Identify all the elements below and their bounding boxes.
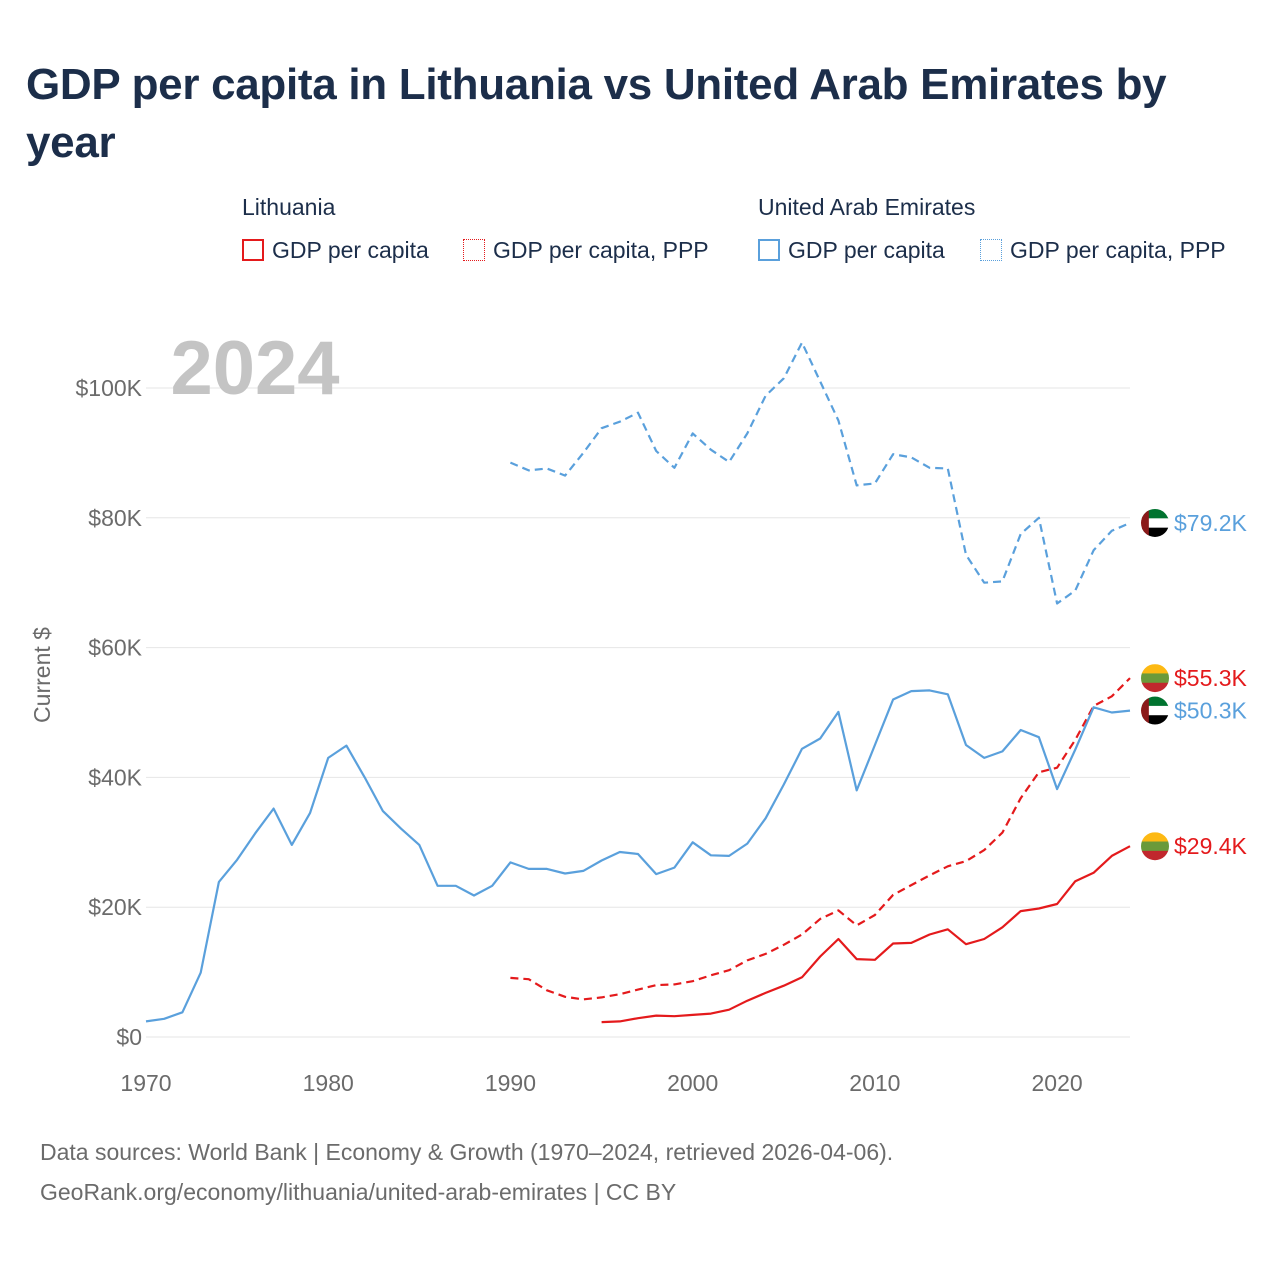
series-end-label: $79.2K — [1174, 510, 1248, 536]
legend-group-lithuania: Lithuania — [242, 194, 336, 220]
series-line — [510, 677, 1131, 1001]
uae-flag-icon — [1141, 508, 1169, 537]
axes: $0 $20K $40K $60K $80K $100K 1970 1980 1990 2000 2… — [75, 375, 1082, 1096]
x-tick-label: 2000 — [667, 1070, 718, 1096]
series-end-label: $50.3K — [1174, 698, 1248, 724]
x-tick-label: 2010 — [849, 1070, 900, 1096]
footer-source: Data sources: World Bank | Economy & Gro… — [40, 1139, 894, 1165]
y-tick-label: $60K — [88, 635, 142, 661]
legend-group-uae: United Arab Emirates — [758, 194, 976, 220]
series — [145, 341, 1131, 1024]
grid-lines — [146, 387, 1130, 1038]
x-tick-label: 1990 — [485, 1070, 536, 1096]
legend-item-lithuania-gdp-ppp[interactable]: GDP per capita, PPP — [463, 236, 709, 264]
legend-item-lithuania-gdp[interactable]: GDP per capita — [242, 236, 429, 264]
footer-credit[interactable]: GeoRank.org/economy/lithuania/united-ara… — [40, 1179, 677, 1205]
series-line — [601, 845, 1131, 1024]
legend-item-uae-gdp[interactable]: GDP per capita — [758, 236, 945, 264]
legend-swatch-solid-blue — [758, 239, 780, 261]
y-tick-label: $80K — [88, 505, 142, 531]
legend-swatch-dotted-red — [463, 239, 485, 261]
year-label: 2024 — [170, 326, 339, 411]
end-labels: $79.2K $55.3K $50.3K $29.4K — [1141, 508, 1248, 861]
series-end-label: $55.3K — [1174, 665, 1248, 691]
y-axis-title: Current $ — [29, 627, 55, 723]
lithuania-flag-icon — [1141, 832, 1169, 861]
x-tick-label: 2020 — [1032, 1070, 1083, 1096]
uae-flag-icon — [1141, 696, 1169, 725]
legend-swatch-solid-red — [242, 239, 264, 261]
chart-title: GDP per capita in Lithuania vs United Ar… — [26, 60, 1167, 167]
y-tick-label: $0 — [116, 1024, 142, 1050]
series-line — [509, 341, 1131, 605]
y-tick-label: $100K — [75, 375, 142, 401]
x-tick-label: 1970 — [120, 1070, 171, 1096]
y-tick-label: $20K — [88, 894, 142, 920]
series-line — [145, 689, 1131, 1023]
x-tick-label: 1980 — [303, 1070, 354, 1096]
series-end-label: $29.4K — [1174, 833, 1248, 859]
y-tick-label: $40K — [88, 764, 142, 790]
legend-swatch-dotted-blue — [980, 239, 1002, 261]
legend-item-uae-gdp-ppp[interactable]: GDP per capita, PPP — [980, 236, 1226, 264]
lithuania-flag-icon — [1141, 664, 1169, 693]
